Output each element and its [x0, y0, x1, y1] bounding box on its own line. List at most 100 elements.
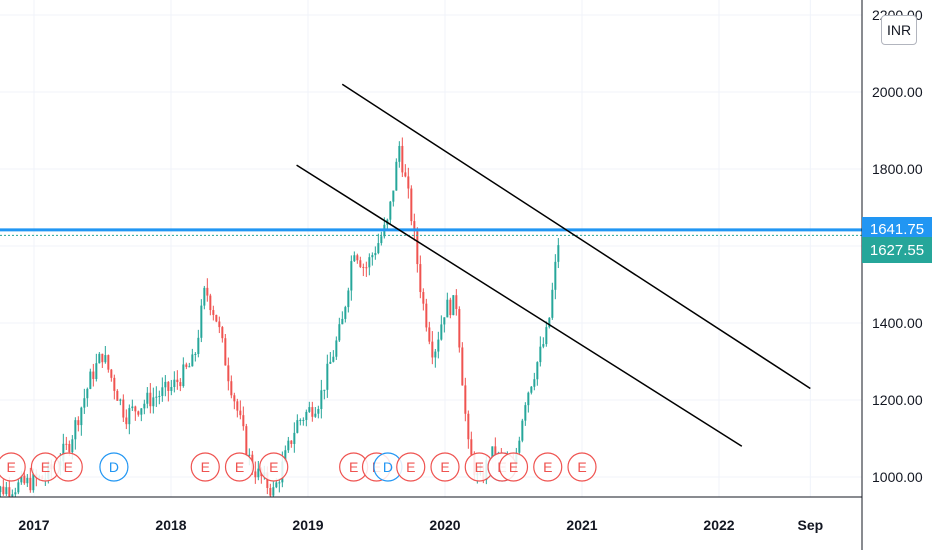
- candle-body: [179, 382, 182, 387]
- candle-body: [5, 487, 8, 495]
- earnings-event-marker[interactable]: E: [430, 452, 460, 482]
- event-circle: [224, 452, 255, 482]
- candle-body: [293, 432, 296, 444]
- candle-body: [413, 221, 416, 232]
- candle-body: [62, 443, 65, 462]
- y-tick-label: 1800.00: [872, 161, 923, 177]
- candle-body: [80, 407, 83, 426]
- candle-body: [407, 176, 410, 189]
- candle-body: [374, 253, 377, 256]
- candle-body: [458, 309, 461, 348]
- candle-body: [332, 356, 335, 362]
- candle-body: [344, 307, 347, 319]
- candle-body: [431, 341, 434, 358]
- event-label: E: [475, 459, 484, 475]
- candle-body: [65, 443, 68, 445]
- event-label: E: [509, 459, 518, 475]
- candle-body: [89, 371, 92, 389]
- candle-body: [95, 363, 98, 379]
- candle-body: [68, 444, 71, 453]
- event-label: E: [269, 459, 278, 475]
- candle-body: [20, 475, 23, 483]
- grid-lines: [0, 0, 862, 497]
- candle-body: [122, 399, 125, 418]
- candle-body: [206, 287, 209, 296]
- candle-body: [443, 317, 446, 325]
- candle-body: [305, 411, 308, 420]
- earnings-event-marker[interactable]: E: [190, 452, 220, 482]
- candle-body: [536, 362, 539, 380]
- candle-body: [401, 145, 404, 173]
- candle-body: [182, 364, 185, 387]
- candle-body: [362, 266, 365, 268]
- candle-body: [74, 420, 77, 440]
- candle-body: [32, 473, 35, 491]
- candle-body: [218, 321, 221, 328]
- candle-body: [545, 327, 548, 345]
- candle-body: [410, 188, 413, 222]
- earnings-event-marker[interactable]: E: [498, 452, 529, 482]
- candle-body: [0, 486, 2, 493]
- earnings-event-marker[interactable]: E: [567, 452, 597, 482]
- candle-body: [335, 340, 338, 357]
- x-axis-labels[interactable]: 2017 2018 2019 2020 2021 2022 Sep: [18, 517, 823, 533]
- candle-body: [101, 353, 104, 363]
- earnings-event-marker[interactable]: E: [0, 452, 26, 482]
- trendline[interactable]: [341, 83, 811, 390]
- candle-body: [176, 379, 179, 383]
- earnings-event-marker[interactable]: E: [396, 452, 426, 482]
- candle-body: [518, 440, 521, 453]
- event-circle: [498, 452, 529, 482]
- event-circle: [259, 452, 289, 482]
- candle-body: [398, 145, 401, 162]
- candle-body: [467, 413, 470, 440]
- earnings-event-marker[interactable]: E: [259, 452, 289, 482]
- dividend-event-marker[interactable]: D: [99, 452, 129, 482]
- candle-body: [455, 295, 458, 310]
- candle-body: [266, 472, 269, 488]
- horizontal-levels: [0, 228, 862, 236]
- candle-body: [233, 395, 236, 402]
- y-tick-label: 1200.00: [872, 392, 923, 408]
- candle-body: [188, 366, 191, 368]
- candle-body: [110, 369, 113, 378]
- y-tick-label: 1400.00: [872, 315, 923, 331]
- candle-body: [164, 381, 167, 388]
- candle-body: [302, 419, 305, 421]
- earnings-event-marker[interactable]: E: [53, 452, 83, 482]
- candle-body: [368, 257, 371, 268]
- candle-body: [554, 261, 557, 290]
- earnings-event-marker[interactable]: E: [224, 452, 255, 482]
- candle-body: [530, 386, 533, 393]
- candle-body: [137, 411, 140, 415]
- candle-body: [113, 377, 116, 391]
- event-label: E: [64, 459, 73, 475]
- currency-button[interactable]: INR: [881, 15, 917, 45]
- candle-body: [140, 408, 143, 415]
- candle-body: [215, 314, 218, 322]
- candle-body: [152, 397, 155, 407]
- candle-body: [170, 386, 173, 391]
- candle-body: [521, 420, 524, 441]
- event-circle: [567, 452, 597, 482]
- event-markers[interactable]: EEEDEEEEEDEEEDEEEE: [0, 452, 597, 482]
- candle-body: [314, 413, 317, 417]
- candle-body: [557, 245, 560, 262]
- trendline[interactable]: [296, 164, 743, 447]
- candle-body: [338, 324, 341, 341]
- candle-body: [329, 361, 332, 364]
- candle-body: [320, 390, 323, 410]
- axes: [0, 0, 863, 550]
- candle-body: [128, 408, 131, 425]
- candle-body: [542, 344, 545, 347]
- candle-body: [236, 401, 239, 411]
- candle-body: [104, 355, 107, 363]
- trendlines-layer[interactable]: [296, 83, 811, 447]
- candle-body: [125, 417, 128, 425]
- candle-body: [185, 364, 188, 367]
- earnings-event-marker[interactable]: E: [533, 452, 563, 482]
- candle-body: [173, 379, 176, 387]
- candle-body: [461, 347, 464, 386]
- candle-body: [317, 409, 320, 414]
